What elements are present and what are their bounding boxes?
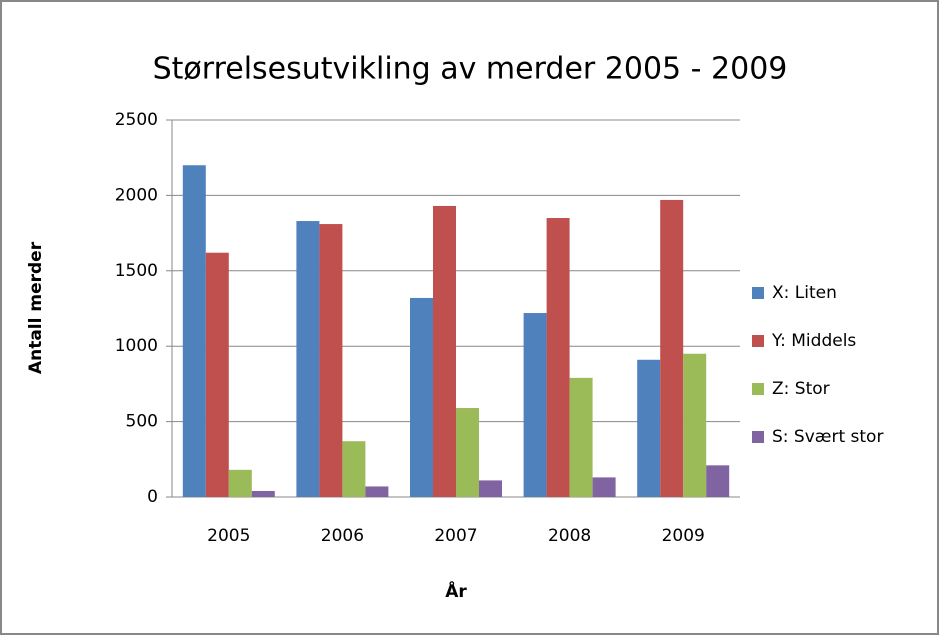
- legend-swatch: [752, 287, 764, 299]
- bar: [342, 441, 366, 497]
- legend-label: S: Svært stor: [772, 427, 883, 447]
- bar: [228, 469, 252, 497]
- bar: [182, 165, 206, 498]
- legend-label: Y: Middels: [771, 331, 856, 351]
- bar: [637, 359, 661, 497]
- y-tick-label: 1500: [115, 261, 158, 281]
- legend-swatch: [752, 431, 764, 443]
- x-axis-label: År: [445, 579, 467, 602]
- y-tick-label: 500: [126, 412, 158, 432]
- legend-swatch: [752, 335, 764, 347]
- chart-title: Størrelsesutvikling av merder 2005 - 200…: [153, 52, 788, 87]
- x-tick-label: 2009: [662, 526, 705, 546]
- bar: [456, 408, 479, 497]
- y-tick-label: 0: [147, 487, 158, 507]
- x-tick-label: 2008: [548, 526, 591, 546]
- bar: [660, 199, 684, 497]
- bar: [683, 353, 707, 497]
- bar: [296, 221, 320, 497]
- bar: [706, 465, 730, 497]
- x-tick-label: 2005: [207, 526, 250, 546]
- bar: [319, 224, 343, 497]
- x-tick-label: 2006: [321, 526, 364, 546]
- bar: [433, 205, 456, 497]
- bar: [523, 313, 547, 497]
- y-axis-label: Antall merder: [26, 241, 46, 374]
- bar: [569, 377, 593, 497]
- y-tick-label: 2000: [115, 185, 158, 205]
- y-tick-label: 1000: [115, 336, 158, 356]
- bar: [365, 486, 389, 497]
- bar: [592, 477, 616, 497]
- legend-swatch: [752, 383, 764, 395]
- legend-label: Z: Stor: [772, 379, 830, 399]
- bar: [479, 480, 502, 497]
- x-tick-label: 2007: [434, 526, 477, 546]
- bar: [410, 297, 433, 497]
- bar: [546, 218, 570, 497]
- bar: [251, 490, 275, 497]
- bar: [205, 252, 229, 497]
- y-tick-label: 2500: [115, 110, 158, 130]
- legend-label: X: Liten: [772, 283, 837, 303]
